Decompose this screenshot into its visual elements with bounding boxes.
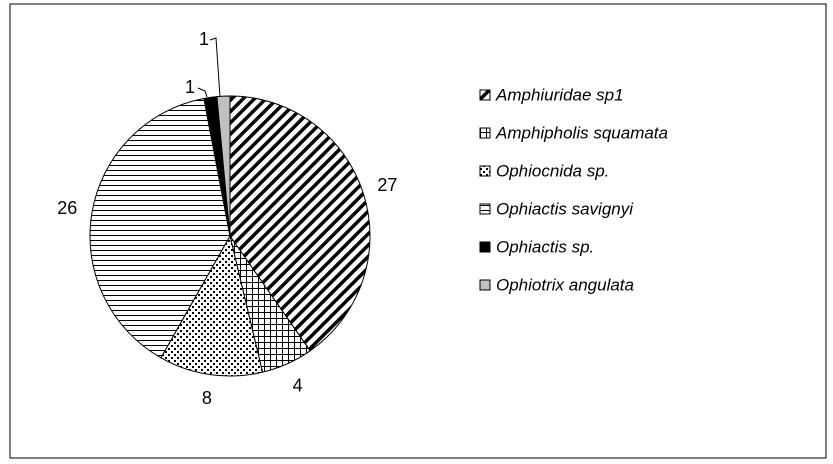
pie-slice [216, 95, 231, 237]
data-label: 1 [185, 77, 195, 97]
legend-swatch [479, 241, 491, 253]
pie: 27 4 8 26 1 1 [57, 29, 397, 408]
legend-label: Ophiocnida sp. [496, 161, 609, 180]
data-label: 27 [377, 175, 397, 195]
legend-label: Ophiotrix angulata [496, 275, 634, 294]
leader-line [197, 87, 208, 98]
pie-slice [160, 234, 264, 377]
data-label: 8 [202, 388, 212, 408]
legend: Amphiuridae sp1 Amphipholis squamata Ophio… [479, 85, 668, 294]
legend-swatch [479, 279, 491, 291]
pie-slice [89, 97, 231, 359]
legend-label: Ophiactis savignyi [496, 199, 634, 218]
data-label: 1 [199, 29, 209, 49]
legend-swatch [479, 165, 491, 177]
legend-label: Ophiactis sp. [496, 237, 594, 256]
leader-line [209, 37, 221, 98]
legend-swatch [479, 127, 491, 139]
legend-label: Amphiuridae sp1 [495, 85, 624, 104]
pie-slice [229, 95, 371, 352]
legend-swatch [479, 203, 491, 215]
data-label: 26 [57, 198, 77, 218]
legend-label: Amphipholis squamata [495, 123, 668, 142]
legend-swatch [479, 89, 491, 101]
data-label: 4 [293, 375, 303, 395]
